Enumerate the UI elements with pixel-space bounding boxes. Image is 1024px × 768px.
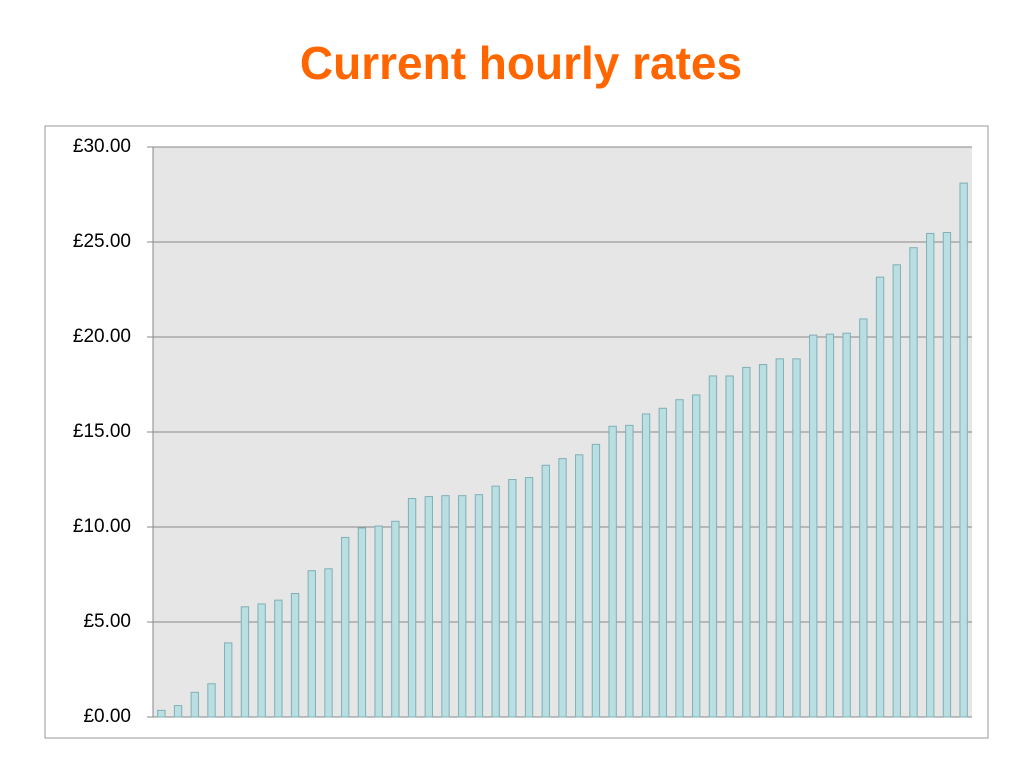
- bar: [792, 358, 801, 718]
- bar: [508, 479, 517, 718]
- bar: [357, 527, 367, 718]
- bar: [307, 570, 316, 718]
- bar: [725, 375, 734, 718]
- bar: [825, 333, 835, 718]
- bar: [407, 498, 417, 718]
- bar: [959, 182, 968, 718]
- bar: [608, 425, 617, 718]
- bar: [859, 318, 868, 718]
- bar: [558, 458, 567, 718]
- y-tick-label: £30.00: [73, 136, 131, 157]
- y-tick-label: £0.00: [83, 706, 131, 727]
- bar: [875, 276, 885, 718]
- bar: [909, 247, 918, 718]
- bar: [926, 232, 935, 718]
- bar: [758, 364, 768, 718]
- bar: [708, 375, 718, 718]
- y-tick-label: £10.00: [73, 516, 131, 537]
- chart-title: Current hourly rates: [300, 37, 742, 89]
- bar: [775, 358, 784, 718]
- bar: [257, 603, 266, 718]
- y-tick-label: £15.00: [73, 421, 131, 442]
- bar: [341, 536, 350, 718]
- bar: [240, 606, 250, 718]
- bar: [892, 264, 901, 718]
- bar: [591, 443, 601, 718]
- bar: [575, 454, 584, 718]
- bar: [524, 477, 534, 718]
- bar: [224, 642, 233, 718]
- bar: [742, 366, 751, 718]
- bar: [173, 705, 183, 718]
- bar: [641, 413, 651, 718]
- bar: [157, 709, 166, 718]
- bar: [809, 334, 818, 718]
- bar: [692, 394, 701, 718]
- bar: [625, 424, 634, 718]
- bar: [658, 407, 667, 718]
- bar: [942, 232, 952, 718]
- bar: [207, 683, 216, 718]
- y-tick-label: £20.00: [73, 326, 131, 347]
- bar: [491, 485, 500, 718]
- bar: [374, 525, 383, 718]
- bar: [290, 593, 300, 718]
- bar: [458, 495, 467, 718]
- bar: [424, 496, 433, 718]
- bar: [474, 494, 484, 718]
- bar: [675, 399, 684, 718]
- bar: [274, 599, 283, 718]
- bar: [391, 520, 400, 718]
- bar: [324, 568, 333, 718]
- y-tick-label: £5.00: [83, 611, 131, 632]
- bar: [190, 691, 199, 718]
- y-tick-label: £25.00: [73, 231, 131, 252]
- bar: [441, 495, 450, 718]
- bar: [541, 464, 550, 718]
- bar: [842, 332, 851, 718]
